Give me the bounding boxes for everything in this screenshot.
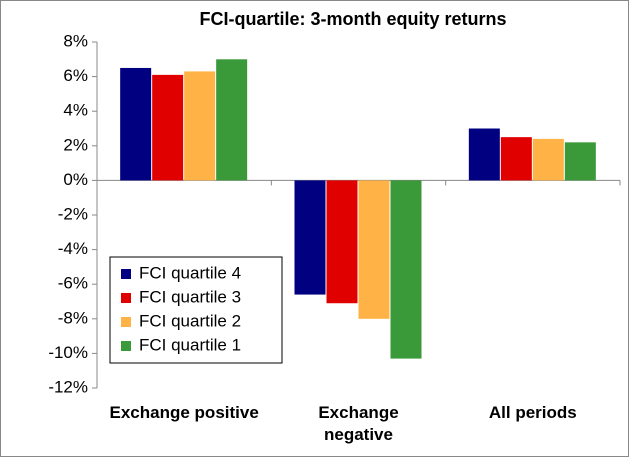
y-tick-label: -6% [58,274,88,293]
bar [468,128,500,181]
bar [358,180,390,319]
bar [120,67,152,181]
legend-label: FCI quartile 1 [139,335,241,354]
y-tick-label: 2% [63,135,88,154]
bar [152,74,184,181]
x-tick-label: Exchange negative [318,403,399,444]
y-tick-label: -12% [48,377,88,396]
y-tick-label: -10% [48,343,88,362]
legend-swatch [121,269,131,279]
legend-label: FCI quartile 4 [139,263,241,282]
y-tick-label: -4% [58,239,88,258]
y-tick-label: -8% [58,308,88,327]
bar [184,71,216,181]
x-tick-label: All periods [488,403,577,422]
legend-swatch [121,341,131,351]
y-tick-label: 8% [63,31,88,50]
y-tick-label: 4% [63,101,88,120]
bar [294,180,326,295]
y-tick-label: 0% [63,170,88,189]
legend-swatch [121,293,131,303]
legend-label: FCI quartile 2 [139,311,241,330]
bar [216,59,248,181]
y-tick-label: 6% [63,66,88,85]
legend-label: FCI quartile 3 [139,287,241,306]
chart-title: FCI-quartile: 3-month equity returns [199,9,506,29]
bar [326,180,358,304]
y-tick-label: -2% [58,204,88,223]
bar [390,180,422,359]
x-tick-label: Exchange positive [109,403,259,422]
legend-swatch [121,317,131,327]
bar [532,138,564,181]
bar [500,137,532,181]
bar [564,142,596,181]
legend-box [109,256,283,364]
